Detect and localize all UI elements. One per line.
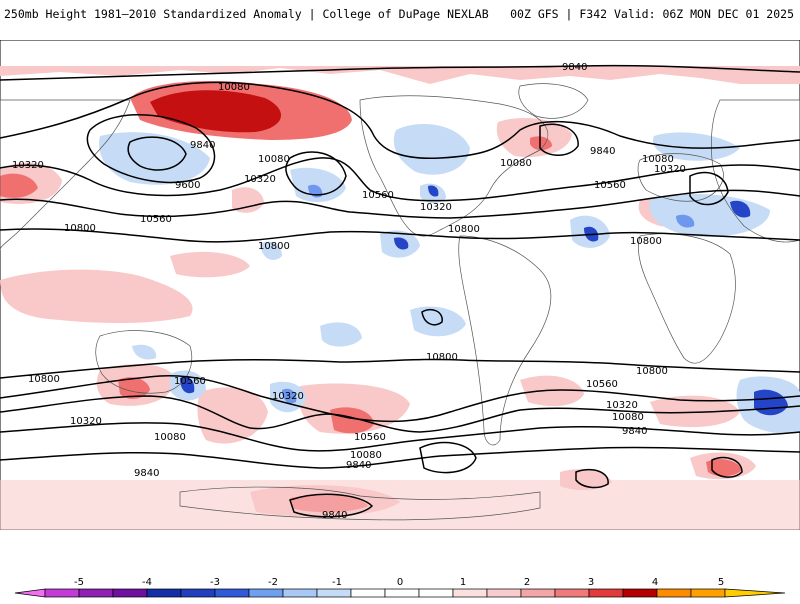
colorbar-segment [623, 589, 657, 597]
contour-label: 9840 [190, 140, 215, 151]
contour-label: 10800 [28, 374, 60, 385]
colorbar-segment [249, 589, 283, 597]
anomaly-map[interactable]: 9840 9840 9840 9600 10080 10080 10080 10… [0, 40, 800, 530]
contour-label: 10080 [258, 154, 290, 165]
contour-label: 10560 [174, 376, 206, 387]
contour-label: 10320 [606, 400, 638, 411]
contour-label: 10080 [612, 412, 644, 423]
contour-label: 10080 [218, 82, 250, 93]
colorbar-segment [521, 589, 555, 597]
contour-label: 10560 [354, 432, 386, 443]
colorbar-segment [453, 589, 487, 597]
colorbar-segment [215, 589, 249, 597]
colorbar-segment [351, 589, 385, 597]
colorbar-tick: -3 [210, 577, 220, 588]
contour-label: 10560 [362, 190, 394, 201]
contour-label: 10320 [420, 202, 452, 213]
contour-label: 10800 [448, 224, 480, 235]
contour-label: 9840 [562, 62, 587, 73]
colorbar-segment [79, 589, 113, 597]
contour-label: 10320 [654, 164, 686, 175]
contour-label: 10320 [272, 391, 304, 402]
colorbar-segment [385, 589, 419, 597]
colorbar-svg: -5 -4 -3 -2 -1 0 1 2 3 4 5 [0, 566, 800, 600]
contour-label: 9840 [346, 460, 371, 471]
contour-label: 9840 [134, 468, 159, 479]
colorbar-tick: 1 [460, 577, 466, 588]
colorbar-segment-lt-minus5 [15, 589, 45, 597]
contour-label: 9600 [175, 180, 200, 191]
colorbar-tick: -5 [74, 577, 84, 588]
colorbar-tick: -4 [142, 577, 152, 588]
colorbar-segment [181, 589, 215, 597]
colorbar-tick-labels: -5 -4 -3 -2 -1 0 1 2 3 4 5 [74, 577, 724, 588]
colorbar-segment [283, 589, 317, 597]
contour-label: 9840 [322, 510, 347, 521]
colorbar-tick: 3 [588, 577, 594, 588]
contour-label: 10320 [12, 160, 44, 171]
contour-label: 10080 [154, 432, 186, 443]
colorbar-segment-gt-5 [725, 589, 785, 597]
colorbar-segments [15, 589, 785, 597]
contour-label: 10320 [244, 174, 276, 185]
contour-label: 9840 [622, 426, 647, 437]
contour-label: 10800 [636, 366, 668, 377]
map-panel[interactable]: 9840 9840 9840 9600 10080 10080 10080 10… [0, 40, 800, 530]
contour-label: 10800 [64, 223, 96, 234]
colorbar-tick: -2 [268, 577, 278, 588]
contour-label: 9840 [590, 146, 615, 157]
contour-label: 10800 [630, 236, 662, 247]
colorbar-tick: 4 [652, 577, 658, 588]
contour-label: 10080 [500, 158, 532, 169]
map-title: 250mb Height 1981–2010 Standardized Anom… [4, 7, 489, 21]
contour-label: 10320 [70, 416, 102, 427]
colorbar-legend: -5 -4 -3 -2 -1 0 1 2 3 4 5 [0, 566, 800, 600]
colorbar-segment [45, 589, 79, 597]
colorbar-segment [147, 589, 181, 597]
colorbar-segment [555, 589, 589, 597]
contour-label: 10800 [258, 241, 290, 252]
model-valid-time: 00Z GFS | F342 Valid: 06Z MON DEC 01 202… [510, 7, 794, 21]
colorbar-tick: -1 [332, 577, 342, 588]
colorbar-tick: 2 [524, 577, 530, 588]
colorbar-tick: 5 [718, 577, 724, 588]
contour-label: 10560 [140, 214, 172, 225]
colorbar-segment [113, 589, 147, 597]
colorbar-tick: 0 [397, 577, 403, 588]
colorbar-segment [419, 589, 453, 597]
header: 250mb Height 1981–2010 Standardized Anom… [0, 0, 800, 30]
colorbar-segment [657, 589, 691, 597]
contour-label: 10560 [594, 180, 626, 191]
colorbar-segment [487, 589, 521, 597]
colorbar-segment [589, 589, 623, 597]
contour-label: 10560 [586, 379, 618, 390]
contour-label: 10800 [426, 352, 458, 363]
colorbar-segment [691, 589, 725, 597]
colorbar-segment [317, 589, 351, 597]
